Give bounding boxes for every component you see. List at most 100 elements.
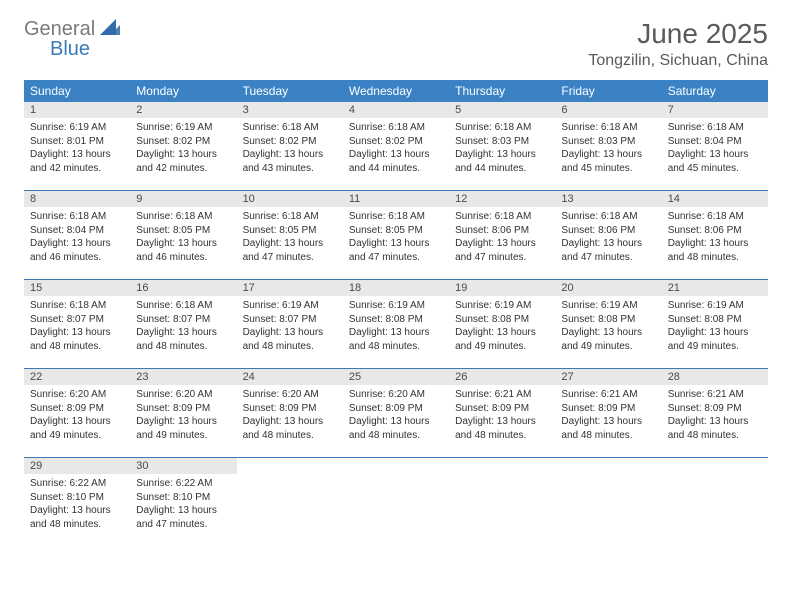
day-body: Sunrise: 6:19 AMSunset: 8:01 PMDaylight:… <box>24 118 130 181</box>
day-body: Sunrise: 6:19 AMSunset: 8:02 PMDaylight:… <box>130 118 236 181</box>
day-sunrise: Sunrise: 6:18 AM <box>30 210 124 224</box>
day-number: 7 <box>662 102 768 118</box>
calendar-cell: 29Sunrise: 6:22 AMSunset: 8:10 PMDayligh… <box>24 458 130 546</box>
day-number: 2 <box>130 102 236 118</box>
day-sunset: Sunset: 8:08 PM <box>455 313 549 327</box>
day-sunrise: Sunrise: 6:18 AM <box>561 121 655 135</box>
day-sunset: Sunset: 8:03 PM <box>561 135 655 149</box>
day-sunset: Sunset: 8:09 PM <box>243 402 337 416</box>
day-sunrise: Sunrise: 6:20 AM <box>30 388 124 402</box>
day-day2: and 48 minutes. <box>561 429 655 443</box>
day-body: Sunrise: 6:18 AMSunset: 8:07 PMDaylight:… <box>24 296 130 359</box>
calendar-cell: 27Sunrise: 6:21 AMSunset: 8:09 PMDayligh… <box>555 369 661 457</box>
day-body: Sunrise: 6:19 AMSunset: 8:08 PMDaylight:… <box>662 296 768 359</box>
calendar-row: 15Sunrise: 6:18 AMSunset: 8:07 PMDayligh… <box>24 280 768 369</box>
calendar-cell: 6Sunrise: 6:18 AMSunset: 8:03 PMDaylight… <box>555 102 661 190</box>
day-body: Sunrise: 6:21 AMSunset: 8:09 PMDaylight:… <box>449 385 555 448</box>
day-body: Sunrise: 6:21 AMSunset: 8:09 PMDaylight:… <box>662 385 768 448</box>
calendar-cell <box>237 458 343 546</box>
calendar-cell: 23Sunrise: 6:20 AMSunset: 8:09 PMDayligh… <box>130 369 236 457</box>
day-sunset: Sunset: 8:09 PM <box>30 402 124 416</box>
day-sunset: Sunset: 8:08 PM <box>668 313 762 327</box>
day-day1: Daylight: 13 hours <box>455 415 549 429</box>
calendar-cell: 10Sunrise: 6:18 AMSunset: 8:05 PMDayligh… <box>237 191 343 279</box>
weekday-header: Sunday <box>24 80 130 102</box>
day-body: Sunrise: 6:18 AMSunset: 8:02 PMDaylight:… <box>343 118 449 181</box>
day-body: Sunrise: 6:19 AMSunset: 8:08 PMDaylight:… <box>343 296 449 359</box>
page-subtitle: Tongzilin, Sichuan, China <box>588 52 768 70</box>
day-sunset: Sunset: 8:08 PM <box>561 313 655 327</box>
day-number: 24 <box>237 369 343 385</box>
day-sunrise: Sunrise: 6:21 AM <box>668 388 762 402</box>
day-day1: Daylight: 13 hours <box>136 326 230 340</box>
calendar-cell: 9Sunrise: 6:18 AMSunset: 8:05 PMDaylight… <box>130 191 236 279</box>
day-day1: Daylight: 13 hours <box>455 237 549 251</box>
day-day2: and 49 minutes. <box>30 429 124 443</box>
day-day2: and 47 minutes. <box>243 251 337 265</box>
weekday-header: Saturday <box>662 80 768 102</box>
day-number: 29 <box>24 458 130 474</box>
day-sunrise: Sunrise: 6:20 AM <box>349 388 443 402</box>
day-number: 14 <box>662 191 768 207</box>
day-day2: and 48 minutes. <box>136 340 230 354</box>
day-day2: and 48 minutes. <box>30 340 124 354</box>
day-day1: Daylight: 13 hours <box>668 415 762 429</box>
day-number: 12 <box>449 191 555 207</box>
day-day2: and 49 minutes. <box>136 429 230 443</box>
calendar-cell: 1Sunrise: 6:19 AMSunset: 8:01 PMDaylight… <box>24 102 130 190</box>
day-sunset: Sunset: 8:06 PM <box>455 224 549 238</box>
calendar-row: 8Sunrise: 6:18 AMSunset: 8:04 PMDaylight… <box>24 191 768 280</box>
day-number: 15 <box>24 280 130 296</box>
logo-blue-wrap: Blue <box>24 38 90 61</box>
day-body: Sunrise: 6:18 AMSunset: 8:05 PMDaylight:… <box>237 207 343 270</box>
day-sunset: Sunset: 8:06 PM <box>561 224 655 238</box>
day-day2: and 48 minutes. <box>243 429 337 443</box>
logo-text-blue: Blue <box>50 38 90 60</box>
day-sunset: Sunset: 8:07 PM <box>243 313 337 327</box>
day-sunset: Sunset: 8:07 PM <box>30 313 124 327</box>
day-number: 26 <box>449 369 555 385</box>
weekday-header: Monday <box>130 80 236 102</box>
day-day2: and 47 minutes. <box>455 251 549 265</box>
calendar-cell: 8Sunrise: 6:18 AMSunset: 8:04 PMDaylight… <box>24 191 130 279</box>
calendar-row: 22Sunrise: 6:20 AMSunset: 8:09 PMDayligh… <box>24 369 768 458</box>
day-body: Sunrise: 6:18 AMSunset: 8:04 PMDaylight:… <box>24 207 130 270</box>
day-sunrise: Sunrise: 6:18 AM <box>243 210 337 224</box>
calendar-cell <box>343 458 449 546</box>
weekday-header-row: Sunday Monday Tuesday Wednesday Thursday… <box>24 80 768 102</box>
day-sunset: Sunset: 8:05 PM <box>349 224 443 238</box>
day-body: Sunrise: 6:18 AMSunset: 8:03 PMDaylight:… <box>449 118 555 181</box>
calendar-cell: 24Sunrise: 6:20 AMSunset: 8:09 PMDayligh… <box>237 369 343 457</box>
day-day1: Daylight: 13 hours <box>30 148 124 162</box>
calendar-row: 29Sunrise: 6:22 AMSunset: 8:10 PMDayligh… <box>24 458 768 546</box>
day-day2: and 49 minutes. <box>668 340 762 354</box>
day-body: Sunrise: 6:21 AMSunset: 8:09 PMDaylight:… <box>555 385 661 448</box>
day-day1: Daylight: 13 hours <box>349 326 443 340</box>
day-number: 3 <box>237 102 343 118</box>
day-sunrise: Sunrise: 6:22 AM <box>30 477 124 491</box>
calendar-grid: Sunday Monday Tuesday Wednesday Thursday… <box>24 80 768 546</box>
day-number: 23 <box>130 369 236 385</box>
day-day2: and 48 minutes. <box>455 429 549 443</box>
calendar-cell: 12Sunrise: 6:18 AMSunset: 8:06 PMDayligh… <box>449 191 555 279</box>
calendar-cell: 13Sunrise: 6:18 AMSunset: 8:06 PMDayligh… <box>555 191 661 279</box>
day-body: Sunrise: 6:20 AMSunset: 8:09 PMDaylight:… <box>24 385 130 448</box>
day-sunrise: Sunrise: 6:20 AM <box>243 388 337 402</box>
calendar-cell: 14Sunrise: 6:18 AMSunset: 8:06 PMDayligh… <box>662 191 768 279</box>
day-day2: and 48 minutes. <box>30 518 124 532</box>
day-number: 1 <box>24 102 130 118</box>
day-sunset: Sunset: 8:09 PM <box>136 402 230 416</box>
day-sunset: Sunset: 8:03 PM <box>455 135 549 149</box>
day-sunrise: Sunrise: 6:18 AM <box>349 121 443 135</box>
day-sunrise: Sunrise: 6:19 AM <box>349 299 443 313</box>
day-number: 5 <box>449 102 555 118</box>
day-day1: Daylight: 13 hours <box>30 326 124 340</box>
day-number: 21 <box>662 280 768 296</box>
day-number: 11 <box>343 191 449 207</box>
calendar-cell: 22Sunrise: 6:20 AMSunset: 8:09 PMDayligh… <box>24 369 130 457</box>
day-day1: Daylight: 13 hours <box>30 237 124 251</box>
day-sunrise: Sunrise: 6:18 AM <box>30 299 124 313</box>
calendar-body: 1Sunrise: 6:19 AMSunset: 8:01 PMDaylight… <box>24 102 768 546</box>
day-body: Sunrise: 6:20 AMSunset: 8:09 PMDaylight:… <box>237 385 343 448</box>
weekday-header: Tuesday <box>237 80 343 102</box>
